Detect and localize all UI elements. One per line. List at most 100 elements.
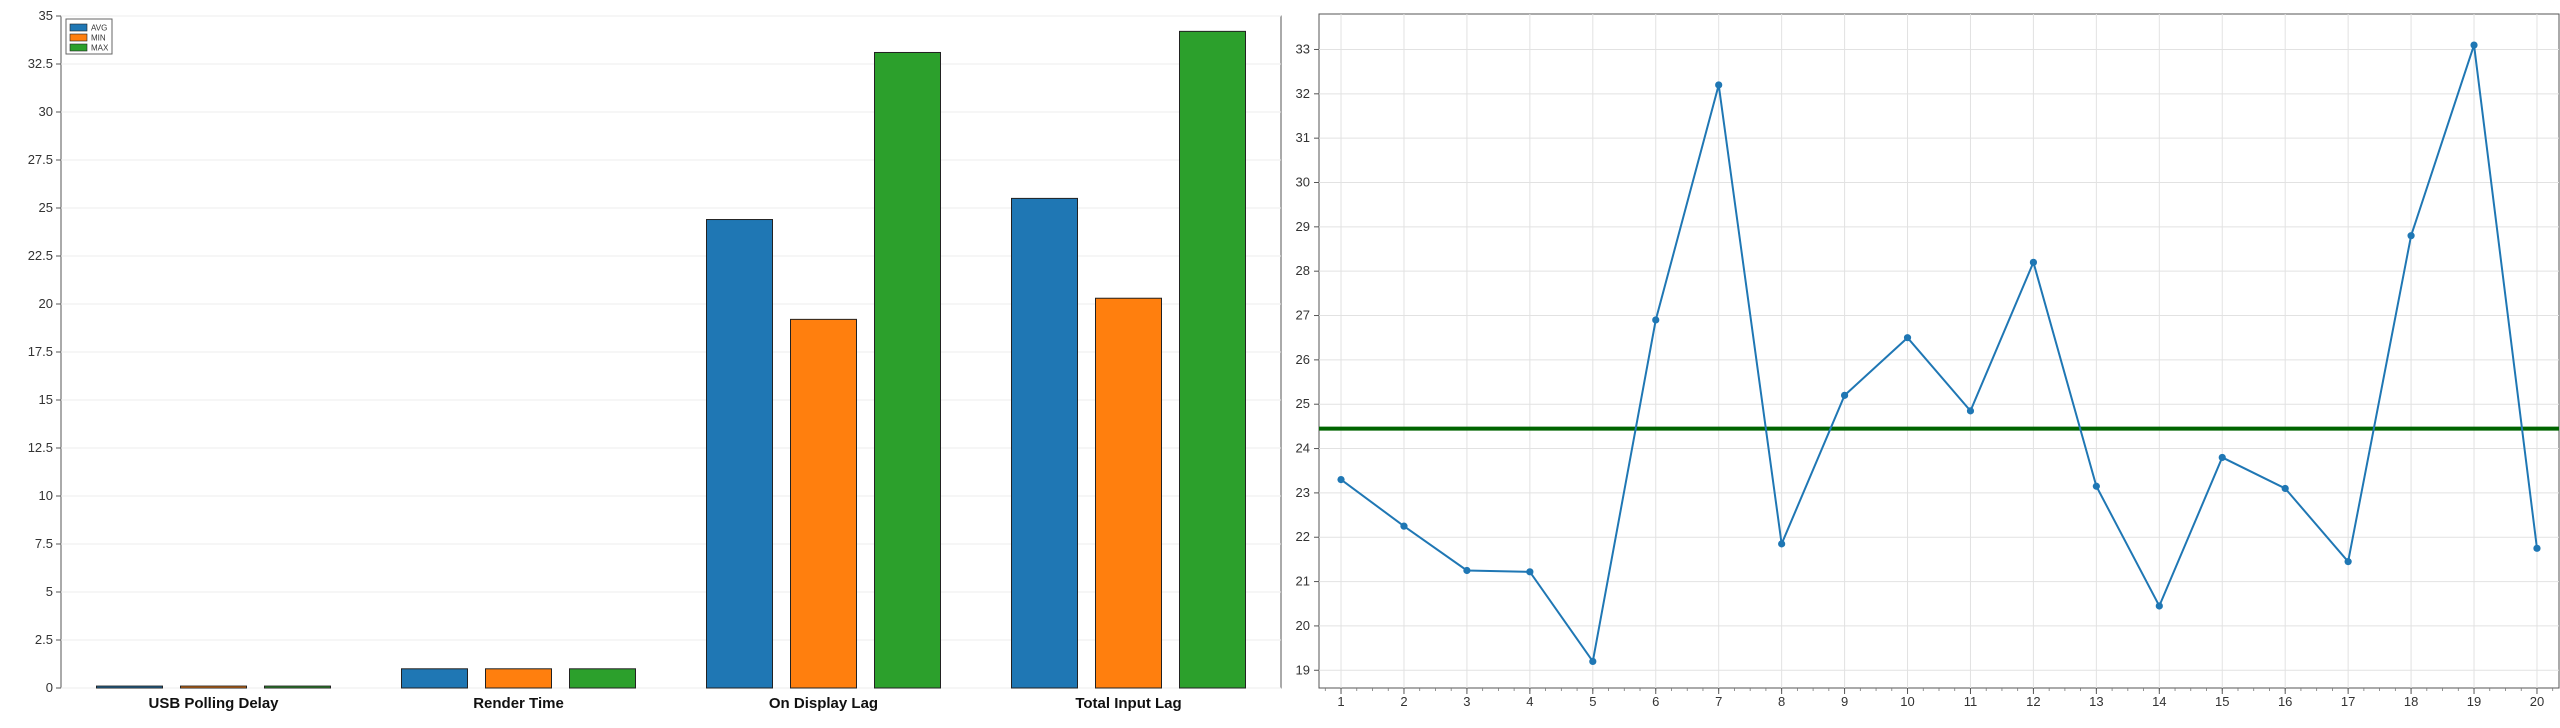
- line-y-tick-label: 21: [1296, 574, 1310, 589]
- line-series-group: [1337, 41, 2541, 665]
- line-x-tick-label: 17: [2341, 694, 2355, 709]
- line-plot-area: [1318, 13, 2560, 689]
- bar-y-tick-label: 7.5: [35, 536, 53, 551]
- line-point-16: [2281, 484, 2289, 493]
- line-x-tick-label: 19: [2467, 694, 2481, 709]
- bar-legend-swatch-max: [69, 43, 88, 52]
- line-x-tick-label: 13: [2089, 694, 2103, 709]
- bar-legend-swatch-min: [69, 33, 88, 42]
- line-x-tick-label: 12: [2026, 694, 2040, 709]
- line-y-tick-label: 27: [1296, 308, 1310, 323]
- line-point-4: [1526, 568, 1534, 576]
- bar-y-tick-label: 2.5: [35, 632, 53, 647]
- bar-y-tick-label: 22.5: [28, 248, 53, 263]
- bar-y-tick-label: 10: [39, 488, 53, 503]
- line-y-tick-label: 30: [1296, 175, 1310, 190]
- line-x-tick-label: 10: [1900, 694, 1914, 709]
- line-point-19: [2470, 41, 2478, 49]
- line-y-tick-label: 24: [1296, 441, 1310, 456]
- bar-max-1: [264, 685, 331, 689]
- bar-y-tick-label: 32.5: [28, 56, 53, 71]
- bar-y-tick-label: 25: [39, 200, 53, 215]
- line-y-tick-label: 32: [1296, 86, 1310, 101]
- line-x-tick-label: 3: [1463, 694, 1470, 709]
- bar-min-3: [790, 318, 857, 689]
- bar-y-axis-ticks: 0 2.5 5 7.5 10 12.5 15 17.5 20 22.5 25 27.5 30 32.5 35: [28, 8, 61, 695]
- bar-y-tick-label: 20: [39, 296, 53, 311]
- line-y-tick-label: 26: [1296, 352, 1310, 367]
- bar-y-tick-label: 12.5: [28, 440, 53, 455]
- line-point-10: [1903, 334, 1912, 342]
- bar-max-3: [874, 51, 941, 689]
- bar-category-labels: USB Polling Delay Render Time On Display L…: [148, 695, 1181, 712]
- line-point-9: [1840, 391, 1849, 399]
- line-x-tick-label: 20: [2530, 694, 2544, 709]
- bar-min-1: [180, 685, 247, 689]
- bar-y-tick-label: 35: [39, 8, 53, 23]
- line-y-tick-label: 23: [1296, 485, 1310, 500]
- bar-category-label: Render Time: [473, 695, 564, 712]
- line-x-tick-label: 5: [1589, 694, 1596, 709]
- line-x-tick-label: 8: [1778, 694, 1785, 709]
- bar-y-tick-label: 30: [39, 104, 53, 119]
- bar-legend-label: MIN: [91, 34, 106, 43]
- line-series-path: [1340, 44, 2538, 664]
- line-x-tick-label: 11: [1964, 694, 1978, 709]
- line-point-13: [2092, 482, 2100, 490]
- bar-chart: 0 2.5 5 7.5 10 12.5 15 17.5 20 22.5 25 27.5 30 32.5 35…: [28, 8, 1282, 712]
- line-y-tick-label: 28: [1296, 263, 1310, 278]
- bar-max-2: [569, 668, 636, 689]
- line-x-tick-label: 16: [2278, 694, 2292, 709]
- bar-category-label: USB Polling Delay: [148, 695, 279, 712]
- bar-legend-label: AVG: [91, 24, 107, 33]
- bar-min-4: [1095, 297, 1162, 689]
- line-grid: [1319, 14, 2559, 688]
- bar-y-tick-label: 0: [46, 680, 53, 695]
- line-point-17: [2344, 558, 2352, 566]
- line-point-15: [2218, 453, 2226, 462]
- line-x-tick-label: 9: [1841, 694, 1848, 709]
- line-point-14: [2155, 602, 2163, 610]
- line-x-tick-label: 15: [2215, 694, 2229, 709]
- line-x-tick-label: 7: [1715, 694, 1722, 709]
- line-y-tick-label: 25: [1296, 396, 1310, 411]
- line-point-11: [1966, 407, 1975, 415]
- bar-legend-swatch-avg: [69, 23, 88, 32]
- bar-y-tick-label: 27.5: [28, 152, 53, 167]
- line-x-tick-label: 14: [2152, 694, 2166, 709]
- bar-min-2: [485, 668, 552, 689]
- line-point-12: [2029, 258, 2038, 266]
- bar-avg-2: [401, 668, 468, 689]
- line-y-tick-label: 20: [1296, 618, 1310, 633]
- bar-avg-3: [706, 219, 773, 689]
- line-y-tick-label: 22: [1296, 529, 1310, 544]
- line-point-18: [2407, 232, 2415, 240]
- line-point-7: [1715, 81, 1723, 89]
- line-point-8: [1778, 540, 1786, 548]
- line-point-5: [1589, 657, 1597, 665]
- bar-max-4: [1179, 30, 1246, 689]
- bar-legend-label: MAX: [91, 44, 109, 53]
- line-y-tick-label: 33: [1296, 41, 1310, 56]
- line-x-tick-label: 18: [2404, 694, 2418, 709]
- line-point-2: [1400, 522, 1408, 530]
- line-point-1: [1337, 475, 1345, 484]
- bar-y-tick-label: 5: [46, 584, 53, 599]
- bar-avg-1: [96, 685, 163, 689]
- line-point-6: [1652, 316, 1660, 324]
- bar-category-label: On Display Lag: [769, 695, 878, 712]
- line-y-tick-label: 29: [1296, 219, 1310, 234]
- bar-category-label: Total Input Lag: [1075, 695, 1181, 712]
- line-x-tick-label: 6: [1652, 694, 1659, 709]
- bar-marks: [96, 30, 1246, 689]
- line-y-tick-label: 31: [1296, 130, 1310, 145]
- line-point-20: [2533, 544, 2541, 552]
- bar-y-tick-label: 17.5: [28, 344, 53, 359]
- line-x-tick-label: 2: [1400, 694, 1407, 709]
- line-x-axis-ticks: 1 2 3 4 5 6 7 8 9 10 11 12 13 14 15 16 17 18 19 20: [1324, 688, 2554, 709]
- line-y-axis-ticks: 19 20 21 22 23 24 25 26 27 28 29 30 31 32 33: [1296, 41, 1319, 677]
- line-point-3: [1463, 566, 1471, 575]
